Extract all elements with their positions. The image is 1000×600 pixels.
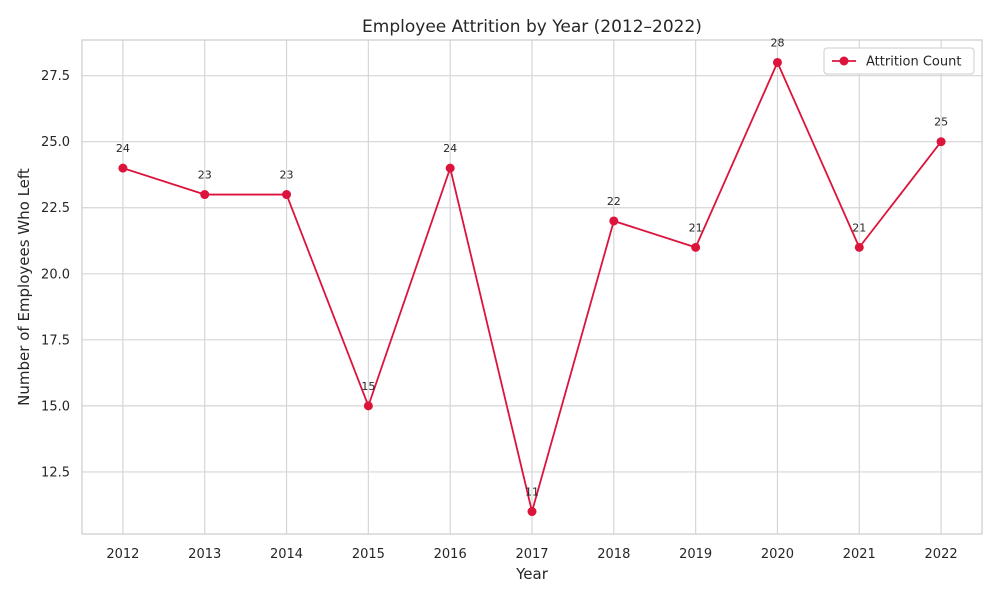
y-tick-label: 17.5 xyxy=(41,333,70,348)
data-point xyxy=(527,507,537,517)
x-tick-label: 2020 xyxy=(761,547,794,562)
data-point xyxy=(609,216,619,226)
x-tick-label: 2013 xyxy=(188,547,221,562)
data-point xyxy=(772,57,782,67)
x-axis-label: Year xyxy=(515,565,549,583)
legend-marker xyxy=(839,56,849,66)
y-axis-label: Number of Employees Who Left xyxy=(15,168,33,406)
y-tick-label: 20.0 xyxy=(41,267,70,282)
y-tick-label: 15.0 xyxy=(41,399,70,414)
legend-label: Attrition Count xyxy=(866,55,961,70)
x-tick-label: 2015 xyxy=(352,547,385,562)
data-point xyxy=(118,163,128,173)
data-point xyxy=(445,163,455,173)
data-label: 23 xyxy=(280,169,294,182)
grid-lines xyxy=(82,40,982,534)
y-tick-label: 12.5 xyxy=(41,465,70,480)
data-point xyxy=(854,242,864,252)
data-label: 21 xyxy=(689,221,703,234)
data-label: 24 xyxy=(116,142,130,155)
y-tick-label: 27.5 xyxy=(41,69,70,84)
data-point xyxy=(282,190,292,200)
x-tick-label: 2018 xyxy=(597,547,630,562)
x-tick-label: 2014 xyxy=(270,547,303,562)
data-label: 23 xyxy=(198,169,212,182)
x-tick-label: 2012 xyxy=(106,547,139,562)
data-label: 22 xyxy=(607,195,621,208)
x-tick-label: 2017 xyxy=(515,547,548,562)
x-tick-label: 2021 xyxy=(843,547,876,562)
x-tick-label: 2022 xyxy=(925,547,958,562)
legend: Attrition Count xyxy=(823,47,975,75)
data-label: 15 xyxy=(361,380,375,393)
data-point xyxy=(200,190,210,200)
data-label: 24 xyxy=(443,142,457,155)
data-point xyxy=(363,401,373,411)
plot-frame xyxy=(81,39,983,535)
data-label: 11 xyxy=(525,486,539,499)
legend-box xyxy=(823,47,975,75)
y-tick-label: 25.0 xyxy=(41,135,70,150)
y-tick-label: 22.5 xyxy=(41,201,70,216)
x-tick-label: 2019 xyxy=(679,547,712,562)
data-label: 21 xyxy=(852,221,866,234)
chart-title: Employee Attrition by Year (2012–2022) xyxy=(362,17,702,37)
data-label: 25 xyxy=(934,116,948,129)
x-tick-label: 2016 xyxy=(434,547,467,562)
data-label: 28 xyxy=(770,36,784,49)
data-point xyxy=(936,137,946,147)
data-point xyxy=(691,242,701,252)
